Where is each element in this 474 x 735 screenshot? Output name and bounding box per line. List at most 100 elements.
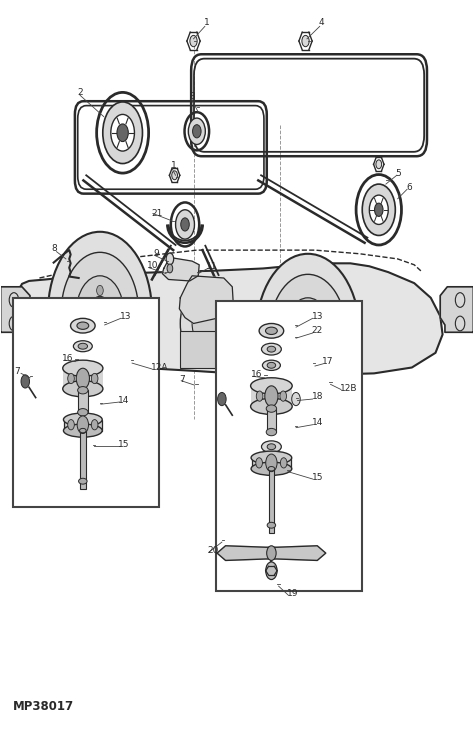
Circle shape [80, 373, 86, 384]
Circle shape [281, 458, 287, 468]
Circle shape [288, 329, 295, 340]
Circle shape [280, 391, 286, 401]
Circle shape [68, 373, 74, 384]
Ellipse shape [251, 451, 292, 465]
Text: MP38017: MP38017 [12, 700, 73, 713]
Ellipse shape [265, 327, 277, 334]
Text: 11: 11 [206, 262, 218, 270]
Circle shape [181, 218, 189, 231]
Circle shape [190, 35, 197, 47]
Circle shape [376, 159, 382, 169]
Circle shape [91, 420, 98, 430]
Circle shape [111, 115, 135, 151]
Ellipse shape [79, 478, 87, 484]
Circle shape [256, 391, 263, 401]
Circle shape [302, 35, 309, 47]
Text: 15: 15 [118, 440, 129, 449]
Circle shape [68, 420, 74, 430]
Text: 12B: 12B [340, 384, 357, 392]
Ellipse shape [80, 429, 86, 433]
Circle shape [218, 392, 226, 406]
Circle shape [117, 124, 128, 142]
Ellipse shape [251, 378, 292, 394]
Bar [269, 469, 274, 533]
Text: 15: 15 [312, 473, 323, 482]
Text: 18: 18 [312, 392, 323, 401]
Circle shape [172, 171, 177, 180]
Circle shape [9, 316, 18, 331]
Ellipse shape [251, 462, 292, 476]
Circle shape [103, 102, 143, 164]
Text: 5: 5 [395, 168, 401, 178]
Bar [252, 458, 291, 469]
Text: 6: 6 [406, 183, 412, 193]
Text: 14: 14 [118, 396, 129, 405]
Text: 12A: 12A [151, 363, 168, 372]
Ellipse shape [263, 360, 281, 370]
Polygon shape [217, 546, 326, 561]
Ellipse shape [267, 523, 276, 528]
Circle shape [456, 316, 465, 331]
Ellipse shape [63, 360, 103, 376]
Circle shape [268, 391, 275, 401]
Bar [267, 409, 276, 432]
Ellipse shape [267, 346, 276, 352]
Circle shape [166, 253, 173, 265]
Circle shape [192, 125, 201, 138]
Circle shape [97, 329, 103, 340]
Text: 17: 17 [322, 357, 334, 366]
Circle shape [362, 184, 395, 235]
Ellipse shape [251, 398, 292, 415]
Ellipse shape [259, 323, 284, 338]
Circle shape [292, 392, 300, 406]
Polygon shape [0, 287, 30, 332]
Bar [251, 386, 292, 406]
Text: 7: 7 [14, 368, 20, 376]
Circle shape [266, 562, 277, 579]
Bar [216, 301, 362, 591]
Circle shape [374, 203, 383, 216]
Bar [63, 368, 103, 389]
Ellipse shape [267, 362, 276, 368]
Text: 4: 4 [318, 18, 324, 27]
Text: 3: 3 [190, 92, 195, 101]
Bar [80, 431, 86, 489]
Ellipse shape [266, 429, 277, 436]
Text: 20: 20 [208, 546, 219, 556]
Circle shape [21, 375, 29, 388]
Circle shape [48, 232, 152, 393]
Ellipse shape [77, 322, 89, 329]
Ellipse shape [78, 409, 88, 416]
Text: 22: 22 [312, 326, 323, 335]
Text: 1: 1 [204, 18, 210, 27]
Ellipse shape [78, 343, 88, 349]
Circle shape [456, 293, 465, 307]
Bar [64, 420, 102, 431]
Ellipse shape [64, 424, 102, 437]
Ellipse shape [64, 413, 102, 426]
Circle shape [113, 307, 120, 318]
Text: 9: 9 [153, 248, 159, 257]
Circle shape [76, 368, 90, 389]
Circle shape [284, 298, 331, 371]
Circle shape [97, 285, 103, 295]
Ellipse shape [71, 318, 95, 333]
Text: 2: 2 [77, 88, 83, 97]
Polygon shape [179, 276, 233, 323]
Polygon shape [440, 287, 474, 332]
Text: 14: 14 [312, 418, 323, 427]
Circle shape [188, 118, 205, 145]
Circle shape [192, 301, 220, 345]
Text: 8: 8 [52, 244, 57, 253]
Circle shape [369, 195, 388, 224]
Ellipse shape [262, 343, 282, 355]
Circle shape [167, 264, 173, 273]
Text: 7: 7 [179, 375, 185, 384]
Circle shape [266, 454, 277, 472]
Circle shape [305, 351, 311, 362]
Text: 10: 10 [147, 261, 159, 270]
Ellipse shape [268, 467, 275, 471]
Circle shape [76, 276, 124, 349]
Text: 16: 16 [251, 370, 263, 379]
Circle shape [265, 386, 278, 406]
